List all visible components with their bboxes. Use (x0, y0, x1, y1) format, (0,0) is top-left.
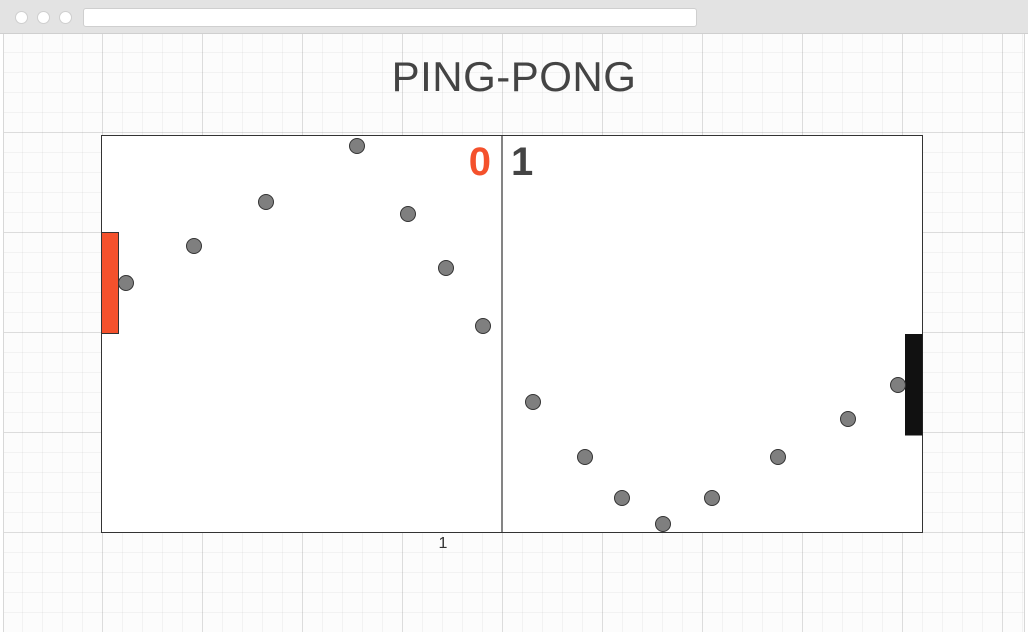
ball (704, 490, 720, 506)
ball (577, 449, 593, 465)
left-paddle[interactable] (101, 232, 119, 334)
ball (400, 206, 416, 222)
ball (349, 138, 365, 154)
page-title: PING-PONG (391, 53, 637, 100)
frame-counter: 1 (438, 535, 448, 552)
ball-trail (118, 138, 906, 532)
ball (438, 260, 454, 276)
window-close-icon[interactable] (15, 11, 28, 24)
ball (118, 275, 134, 291)
window-maximize-icon[interactable] (59, 11, 72, 24)
ball (258, 194, 274, 210)
ball (475, 318, 491, 334)
ball (614, 490, 630, 506)
left-player-score: 0 (469, 140, 491, 184)
ball (890, 377, 906, 393)
browser-toolbar (0, 0, 1028, 34)
table-court (101, 135, 923, 533)
ball (655, 516, 671, 532)
ball (840, 411, 856, 427)
right-player-score: 1 (511, 140, 533, 184)
right-paddle[interactable] (905, 334, 923, 436)
address-bar[interactable] (83, 8, 697, 27)
ball (770, 449, 786, 465)
ball (186, 238, 202, 254)
window-minimize-icon[interactable] (37, 11, 50, 24)
ball (525, 394, 541, 410)
